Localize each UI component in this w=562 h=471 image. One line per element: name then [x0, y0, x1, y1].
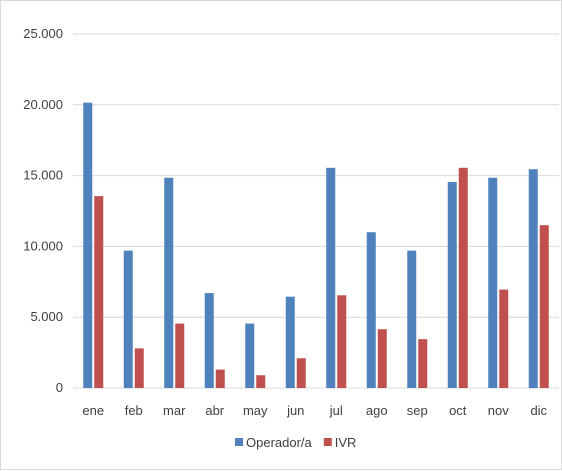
- x-tick-label: mar: [163, 403, 186, 418]
- bar-operador-a-may: [245, 323, 255, 388]
- bar-ivr-ene: [94, 196, 104, 388]
- x-tick-label: ago: [366, 403, 388, 418]
- bar-ivr-ago: [377, 329, 387, 388]
- legend-label: IVR: [335, 435, 357, 450]
- bar-ivr-dic: [539, 225, 549, 388]
- bar-ivr-may: [256, 375, 266, 388]
- bar-ivr-jul: [337, 295, 347, 388]
- x-tick-label: nov: [488, 403, 509, 418]
- bar-operador-a-sep: [407, 250, 417, 388]
- legend-label: Operador/a: [246, 435, 313, 450]
- x-tick-label: oct: [449, 403, 467, 418]
- bar-ivr-oct: [458, 167, 468, 388]
- x-axis-tick-labels: ene feb mar abr may jun jul ago sep oct nov dic: [82, 403, 547, 418]
- x-tick-label: jun: [286, 403, 304, 418]
- bar-operador-a-ene: [83, 102, 93, 389]
- bar-operador-a-nov: [488, 177, 498, 388]
- bar-ivr-jun: [296, 358, 306, 388]
- bar-ivr-nov: [499, 289, 509, 388]
- y-tick-label: 10.000: [23, 238, 63, 253]
- bar-operador-a-jun: [285, 296, 295, 388]
- bar-operador-a-abr: [204, 293, 214, 388]
- bar-operador-a-oct: [447, 181, 457, 388]
- bar-operador-a-feb: [123, 250, 133, 388]
- x-tick-label: ene: [82, 403, 104, 418]
- y-tick-label: 20.000: [23, 97, 63, 112]
- x-tick-label: sep: [407, 403, 428, 418]
- bar-ivr-feb: [134, 348, 144, 388]
- gridlines: [73, 33, 559, 389]
- y-tick-label: 0: [56, 380, 63, 395]
- bar-ivr-sep: [418, 339, 428, 388]
- legend-swatch-operador-a: [235, 438, 243, 446]
- bar-operador-a-ago: [366, 232, 376, 388]
- x-tick-label: abr: [205, 403, 224, 418]
- x-tick-label: jul: [329, 403, 343, 418]
- bar-operador-a-mar: [164, 177, 174, 388]
- bars: [83, 102, 549, 389]
- y-tick-label: 15.000: [23, 168, 63, 183]
- x-tick-label: may: [243, 403, 268, 418]
- bar-operador-a-jul: [326, 167, 336, 388]
- x-tick-label: dic: [530, 403, 547, 418]
- y-tick-label: 25.000: [23, 26, 63, 41]
- legend: Operador/a IVR: [235, 435, 356, 450]
- y-axis-tick-labels: 0 5.000 10.000 15.000 20.000 25.000: [23, 26, 63, 395]
- x-tick-label: feb: [125, 403, 143, 418]
- legend-swatch-ivr: [323, 438, 332, 446]
- y-tick-label: 5.000: [30, 309, 63, 324]
- bar-ivr-abr: [215, 369, 225, 388]
- bar-ivr-mar: [175, 323, 185, 388]
- bar-operador-a-dic: [528, 169, 538, 388]
